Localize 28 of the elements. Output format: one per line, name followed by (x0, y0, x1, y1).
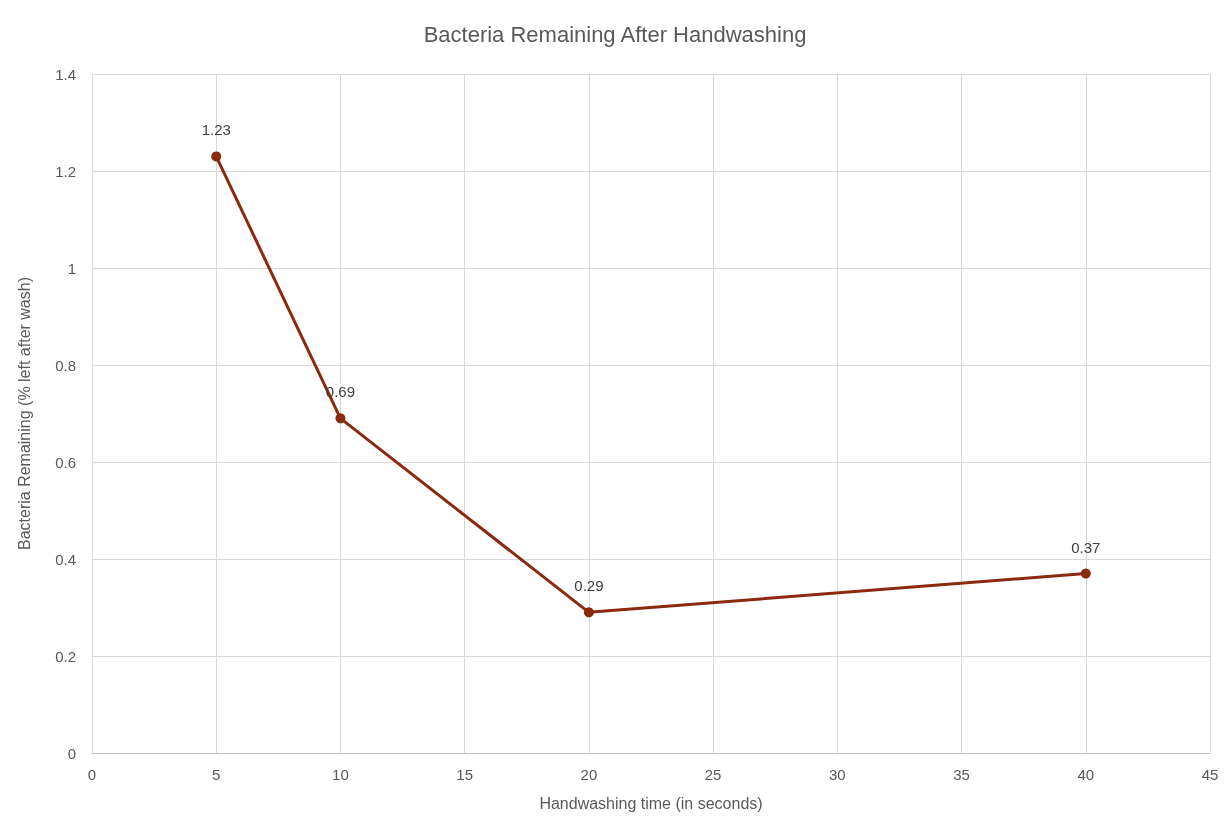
x-tick-label: 30 (828, 766, 846, 783)
x-axis-title: Handwashing time (in seconds) (539, 794, 763, 812)
point (1080, 568, 1091, 579)
chart-title: Bacteria Remaining After Handwashing (423, 21, 807, 47)
point (211, 151, 222, 162)
x-tick-label: 35 (953, 766, 970, 783)
point (583, 607, 594, 618)
data-label: 0.37 (1071, 538, 1101, 556)
y-tick-label: 1.2 (55, 162, 76, 180)
y-tick-label: 1.4 (55, 65, 76, 83)
data-label: 1.23 (201, 121, 231, 139)
y-tick-label: 0.8 (55, 356, 76, 374)
x-tick-label: 20 (580, 766, 598, 783)
x-tick-label: 40 (1077, 766, 1095, 783)
x-tick-label: 10 (332, 766, 349, 783)
x-tick-label: 15 (456, 766, 474, 783)
y-tick-label: 0.4 (55, 550, 76, 568)
y-tick-label: 1 (67, 259, 76, 277)
x-tick-label: 0 (87, 766, 97, 783)
point (335, 413, 346, 424)
x-tick-label: 25 (704, 766, 722, 783)
x-tick-label: 45 (1201, 766, 1219, 783)
y-tick-label: 0.6 (55, 453, 76, 471)
data-label: 0.29 (574, 577, 604, 595)
y-tick-label: 0 (67, 744, 76, 762)
y-axis-title: Bacteria Remaining (% left after wash) (15, 277, 33, 550)
y-tick-label: 0.2 (55, 647, 76, 665)
x-tick-label: 5 (212, 766, 221, 783)
